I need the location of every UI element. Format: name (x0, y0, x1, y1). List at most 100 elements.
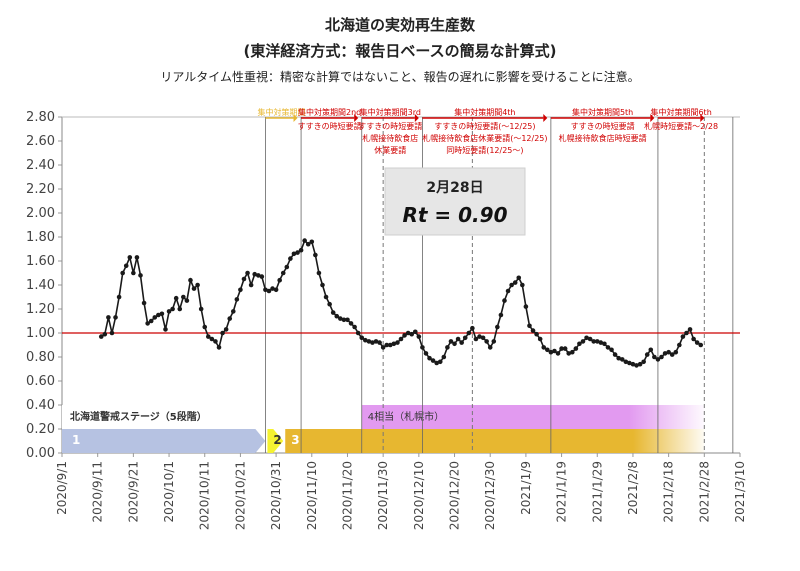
y-tick-label: 0.80 (26, 350, 55, 365)
rt-data-point (562, 346, 568, 351)
rt-data-point (634, 363, 639, 368)
rt-data-point (505, 288, 511, 294)
stage4-bar (361, 405, 705, 429)
rt-data-point (98, 334, 104, 339)
rt-data-point (552, 348, 557, 354)
period-title: 集中対策期間5th (572, 107, 633, 117)
x-tick-label: 2020/11/20 (340, 461, 354, 530)
rt-data-point (277, 277, 282, 283)
rt-data-point (380, 345, 386, 350)
rt-data-point (516, 275, 522, 281)
rt-data-point (241, 276, 247, 282)
y-tick-label: 2.40 (26, 158, 55, 173)
rt-data-point (327, 301, 332, 307)
rt-data-point (577, 341, 582, 347)
rt-data-point (580, 339, 586, 344)
period-title: 集中対策期間4th (454, 107, 515, 117)
rt-data-point (181, 294, 186, 300)
rt-callout-box (384, 167, 526, 236)
rt-data-point (352, 324, 357, 330)
rt-data-point (698, 342, 704, 348)
rt-data-point (370, 340, 375, 345)
rt-data-point (687, 327, 693, 332)
x-tick-label: 2020/12/10 (412, 461, 426, 530)
rt-data-point (116, 294, 122, 300)
rt-data-point (573, 346, 579, 351)
rt-data-point (694, 340, 700, 345)
period-note: すすきの時短要請 (571, 121, 635, 131)
rt-data-point (109, 330, 115, 336)
rt-data-point (612, 352, 618, 357)
rt-data-point (441, 354, 447, 360)
rt-data-point (141, 300, 147, 306)
rt-data-point (173, 295, 179, 301)
rt-data-point (366, 339, 372, 344)
chart-title: 北海道の実効再生産数 (324, 16, 475, 34)
period-title: 集中対策期間6th (650, 107, 711, 117)
x-tick-label: 2021/1/9 (519, 461, 533, 515)
rt-data-point (384, 342, 390, 348)
x-tick-label: 2020/10/31 (269, 461, 283, 530)
rt-data-point (195, 282, 200, 288)
rt-data-point (652, 354, 657, 360)
rt-data-point (248, 282, 254, 288)
rt-data-point (402, 333, 407, 338)
rt-data-point (662, 351, 668, 356)
rt-data-point (594, 339, 600, 344)
period-arrow-head (700, 114, 705, 122)
rt-data-point (238, 287, 243, 293)
stage3-label: 3 (291, 433, 299, 447)
rt-data-point (437, 359, 443, 365)
rt-data-point (487, 345, 493, 350)
rt-data-point (391, 341, 397, 347)
rt-data-point (609, 347, 614, 353)
rt-data-point (348, 321, 354, 326)
rt-data-point (163, 327, 168, 332)
rt-data-point (512, 280, 518, 285)
x-tick-label: 2020/10/1 (162, 461, 176, 523)
rt-data-point (213, 339, 218, 344)
period-title: 集中対策期間3rd (360, 107, 421, 117)
rt-data-point (452, 341, 457, 347)
rt-data-point (166, 309, 172, 314)
rt-data-point (302, 238, 307, 243)
rt-data-point (684, 330, 689, 336)
stage2-bar (267, 429, 284, 453)
rt-data-point (495, 324, 500, 330)
rt-data-point (148, 318, 154, 324)
rt-data-point (263, 287, 268, 293)
x-tick-label: 2020/12/20 (448, 461, 462, 530)
rt-data-point (320, 282, 325, 288)
rt-data-point (255, 273, 261, 278)
rt-data-point (462, 335, 468, 341)
period-note: 休業要請 (374, 145, 406, 155)
rt-data-point (473, 336, 479, 342)
rt-data-point (655, 357, 661, 362)
rt-data-point (355, 330, 361, 336)
rt-data-point (530, 328, 536, 333)
rt-data-point (273, 287, 279, 293)
rt-data-point (230, 309, 236, 314)
rt-data-point (134, 255, 140, 260)
period-note: 札幌時短要請〜2/28 (644, 121, 718, 131)
rt-data-point (123, 263, 129, 269)
rt-data-point (252, 271, 257, 277)
rt-data-point (313, 252, 318, 258)
y-tick-label: 1.20 (26, 302, 55, 317)
rt-data-point (216, 345, 222, 350)
x-tick-label: 2020/9/11 (91, 461, 105, 523)
rt-data-point (188, 277, 193, 283)
rt-data-point (359, 335, 365, 341)
rt-data-point (223, 327, 229, 332)
rt-data-point (520, 282, 525, 288)
rt-data-point (409, 331, 415, 337)
rt-data-point (669, 352, 675, 357)
rt-data-point (644, 352, 650, 357)
y-tick-label: 2.80 (26, 110, 55, 125)
rt-data-point (605, 345, 611, 350)
period-note: すすきの時短要請 (358, 121, 422, 131)
rt-callout-value: Rt = 0.90 (403, 203, 508, 227)
rt-data-point (470, 325, 475, 331)
rt-data-point (537, 336, 543, 342)
